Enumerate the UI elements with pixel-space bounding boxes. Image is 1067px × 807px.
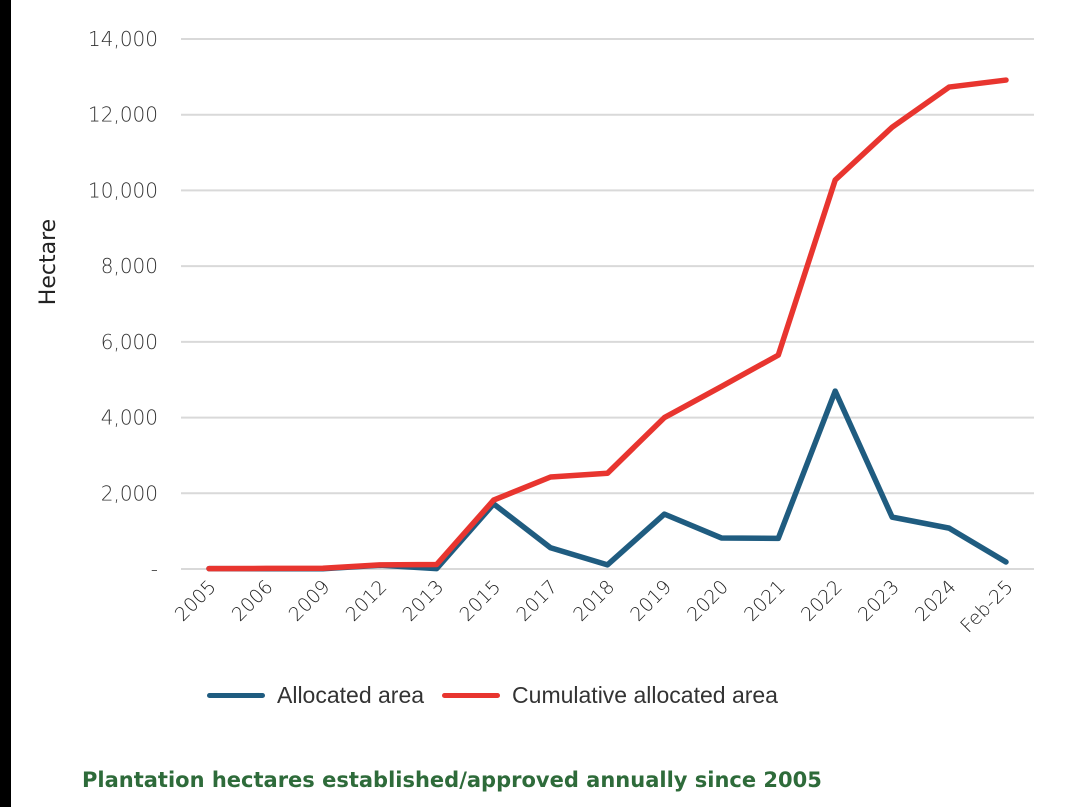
legend: Allocated area Cumulative allocated area: [207, 682, 796, 709]
legend-swatch-allocated: [207, 693, 265, 698]
y-tick-label: 6,000: [101, 330, 158, 354]
legend-label-cumulative: Cumulative allocated area: [512, 682, 778, 708]
x-tick-label: 2024: [911, 576, 961, 626]
legend-item-allocated: Allocated area: [207, 682, 424, 709]
legend-item-cumulative: Cumulative allocated area: [442, 682, 778, 709]
y-tick-label: -: [151, 557, 158, 581]
series-lines: [206, 77, 1009, 572]
y-tick-label: 4,000: [101, 406, 158, 430]
y-tick-label: 12,000: [88, 103, 158, 127]
x-tick-label: 2018: [569, 576, 619, 626]
x-tick-label: 2013: [398, 576, 448, 626]
y-tick-label: 8,000: [101, 254, 158, 278]
y-tick-label: 14,000: [88, 27, 158, 51]
x-tick-label: 2022: [797, 576, 847, 626]
x-axis-ticks: 2005 2006 2009 2012 2013 2015 2017 2018 2019 2020…: [171, 576, 1018, 637]
x-tick-label: 2023: [854, 576, 904, 626]
caption-icon: [4, 772, 74, 794]
left-border-strip: [0, 0, 11, 807]
x-tick-label: 2019: [626, 576, 676, 626]
x-tick-label: 2005: [171, 576, 221, 626]
gridlines: [181, 38, 1034, 570]
y-tick-label: 10,000: [88, 178, 158, 202]
x-tick-label: 2015: [455, 576, 505, 626]
y-axis-label: Hectare: [36, 219, 61, 305]
x-tick-label: Feb-25: [956, 576, 1017, 637]
x-tick-label: 2021: [740, 576, 790, 626]
y-axis-ticks: - 2,000 4,000 6,000 8,000 10,000 12,000 14,000: [88, 27, 158, 581]
x-tick-label: 2006: [228, 576, 278, 626]
x-tick-label: 2017: [512, 576, 562, 626]
x-tick-label: 2012: [342, 576, 392, 626]
x-tick-label: 2009: [285, 576, 335, 626]
x-tick-label: 2020: [683, 576, 733, 626]
chart-caption: Plantation hectares established/approved…: [82, 768, 822, 792]
legend-swatch-cumulative: [442, 693, 501, 698]
legend-label-allocated: Allocated area: [277, 682, 425, 708]
series-line-cumulative-allocated-area: [206, 77, 1009, 572]
y-tick-label: 2,000: [101, 481, 158, 505]
